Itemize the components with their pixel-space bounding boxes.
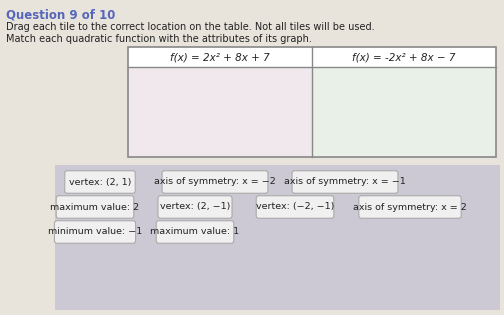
Text: vertex: (2, −1): vertex: (2, −1) [160,203,230,211]
FancyBboxPatch shape [54,221,136,243]
FancyBboxPatch shape [56,196,134,218]
Text: maximum value: 2: maximum value: 2 [50,203,140,211]
Text: maximum value: 1: maximum value: 1 [150,227,239,237]
FancyBboxPatch shape [359,196,461,218]
FancyBboxPatch shape [65,171,135,193]
Bar [312,67,496,157]
Bar [128,67,312,157]
FancyBboxPatch shape [256,196,334,218]
Bar [128,47,496,157]
Bar [55,165,500,310]
FancyBboxPatch shape [292,171,398,193]
Text: axis of symmetry: x = 2: axis of symmetry: x = 2 [353,203,467,211]
Text: Question 9 of 10: Question 9 of 10 [6,8,115,21]
Text: f(x) = -2x² + 8x − 7: f(x) = -2x² + 8x − 7 [352,52,456,62]
Text: vertex: (−2, −1): vertex: (−2, −1) [256,203,334,211]
Text: axis of symmetry: x = −1: axis of symmetry: x = −1 [284,177,406,186]
FancyBboxPatch shape [156,221,234,243]
Text: f(x) = 2x² + 8x + 7: f(x) = 2x² + 8x + 7 [170,52,270,62]
FancyBboxPatch shape [162,171,268,193]
Text: Match each quadratic function with the attributes of its graph.: Match each quadratic function with the a… [6,34,312,44]
Text: minimum value: −1: minimum value: −1 [48,227,142,237]
Text: axis of symmetry: x = −2: axis of symmetry: x = −2 [154,177,276,186]
Text: Drag each tile to the correct location on the table. Not all tiles will be used.: Drag each tile to the correct location o… [6,22,374,32]
Text: vertex: (2, 1): vertex: (2, 1) [69,177,131,186]
FancyBboxPatch shape [158,196,232,218]
Bar [128,47,312,67]
Bar [312,47,496,67]
